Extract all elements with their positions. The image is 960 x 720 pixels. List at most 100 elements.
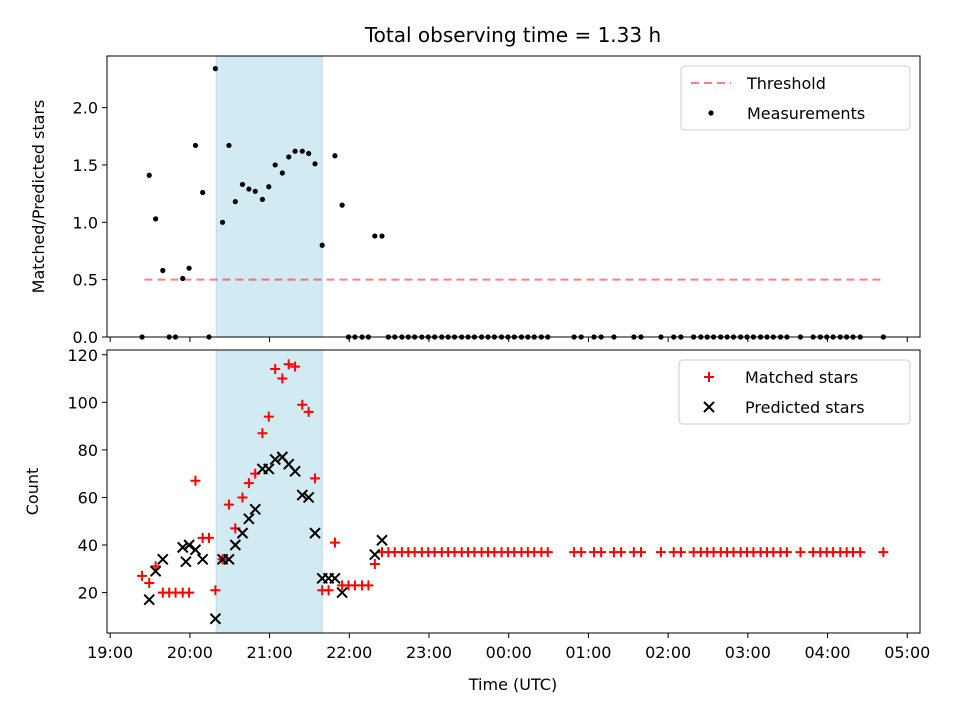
matched-star-marker (596, 547, 607, 558)
matched-star-marker (184, 587, 195, 598)
legend: Matched stars Predicted stars (678, 359, 911, 425)
predicted-star-marker (329, 572, 341, 585)
measurement-point (312, 161, 318, 167)
matched-star-marker (303, 406, 314, 417)
legend: Threshold Measurements (680, 65, 911, 131)
measurement-point (192, 142, 199, 149)
y-tick-label: 0.5 (73, 271, 98, 290)
x-tick-label: 01:00 (565, 643, 611, 662)
matched-star-marker (190, 475, 201, 486)
x-axis-label: Time (UTC) (468, 675, 557, 694)
axes-frame (106, 55, 921, 338)
x-tick-label: 23:00 (406, 643, 452, 662)
measurement-point (200, 189, 206, 196)
predicted-star-marker (196, 553, 209, 565)
matched-star-marker (636, 547, 647, 558)
measurement-point (226, 142, 232, 149)
matched-star-marker (795, 547, 806, 558)
predicted-star-marker (180, 555, 192, 568)
x-tick-label: 05:00 (884, 643, 930, 662)
predicted-star-marker (209, 613, 222, 625)
measurement-point (272, 162, 278, 168)
y-tick-label: 120 (67, 346, 98, 365)
matched-star-marker (263, 411, 274, 422)
matched-star-marker (210, 585, 221, 596)
predicted-star-marker (309, 527, 321, 539)
legend-measurement-swatch (708, 110, 714, 116)
predicted-star-marker (229, 539, 242, 551)
matched-star-marker (290, 361, 301, 372)
measurement-point (292, 148, 298, 154)
predicted-star-marker (189, 544, 202, 556)
predicted-star-marker (263, 463, 275, 475)
predicted-star-marker (336, 586, 348, 599)
predicted-star-marker (143, 593, 155, 606)
predicted-star-marker (269, 453, 281, 466)
measurement-point (306, 150, 312, 157)
legend-box (678, 359, 911, 425)
predicted-star-marker (236, 527, 249, 539)
chart-title: Total observing time = 1.33 h (364, 23, 661, 47)
measurement-point (339, 202, 345, 208)
measurement-point (372, 233, 378, 239)
x-tick-label: 00:00 (486, 643, 532, 662)
y-tick-label: 40 (78, 536, 98, 555)
matched-star-marker (237, 492, 248, 503)
matched-star-marker (223, 499, 234, 510)
y-tick-label: 20 (78, 584, 98, 603)
measurement-point (153, 216, 159, 222)
measurement-point (252, 188, 258, 194)
matched-star-marker (144, 578, 155, 589)
matched-star-marker (137, 570, 148, 581)
predicted-star-marker (157, 553, 169, 565)
measurement-point (246, 186, 252, 192)
legend-predicted-swatch (703, 401, 715, 413)
matched-star-marker (283, 359, 294, 370)
legend-matched-swatch (704, 372, 714, 382)
matched-star-marker (675, 547, 686, 558)
measurement-point (259, 196, 266, 202)
x-tick-label: 21:00 (247, 643, 293, 662)
measurement-point (219, 219, 226, 225)
matched-star-marker (297, 399, 308, 410)
y-tick-label: 60 (78, 488, 98, 507)
measurement-point (232, 199, 238, 205)
predicted-star-marker (223, 553, 235, 565)
matched-star-marker (277, 373, 288, 384)
predicted-star-marker (177, 541, 189, 554)
predicted-star-marker (376, 534, 388, 546)
measurement-point (319, 242, 325, 248)
top-panel: 0.0 0.5 1.0 1.5 2.0 Matched/Predicted stars Th… (29, 55, 921, 347)
axes-frame (106, 349, 921, 634)
matched-star-marker (204, 532, 215, 543)
measurement-point (239, 181, 246, 188)
measurement-point (180, 275, 186, 282)
measurement-point (160, 267, 166, 274)
y-axis-label: Matched/Predicted stars (29, 100, 48, 294)
measurement-point (266, 184, 272, 190)
matched-star-marker (576, 547, 587, 558)
matched-star-marker (616, 547, 627, 558)
y-tick-label: 100 (67, 393, 98, 412)
matched-star-marker (150, 561, 161, 572)
matched-star-marker (655, 547, 666, 558)
measurement-point (332, 153, 338, 159)
matched-star-marker (369, 559, 380, 570)
matched-star-marker (363, 580, 374, 591)
measurement-point (186, 265, 192, 271)
x-tick-label: 20:00 (167, 643, 213, 662)
matched-star-marker (878, 547, 889, 558)
measurement-point (299, 148, 305, 154)
legend-box (680, 65, 911, 131)
matched-star-marker (855, 547, 866, 558)
measurement-point (279, 170, 285, 176)
legend-label: Measurements (747, 104, 865, 123)
x-tick-label: 02:00 (645, 643, 691, 662)
predicted-star-marker (183, 539, 195, 551)
matched-star-marker (243, 478, 254, 489)
predicted-star-marker (302, 491, 315, 504)
x-tick-label: 19:00 (87, 643, 133, 662)
matched-star-marker (257, 428, 268, 439)
legend-label: Matched stars (745, 368, 858, 387)
